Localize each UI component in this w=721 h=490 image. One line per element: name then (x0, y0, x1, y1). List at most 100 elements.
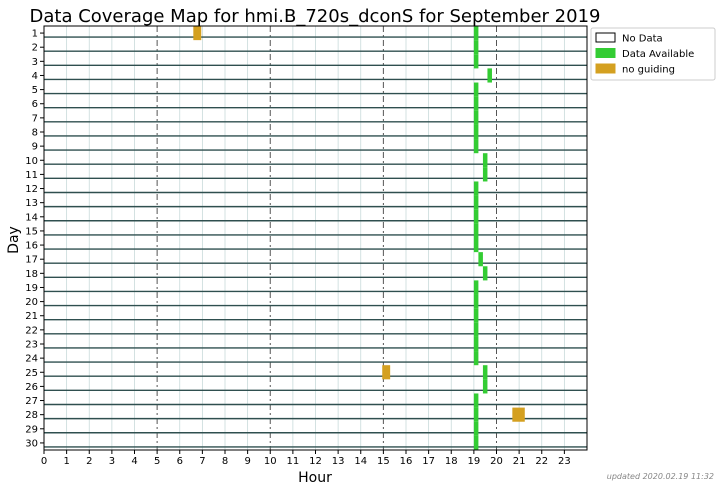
legend-label: no guiding (622, 65, 675, 76)
x-tick-label: 17 (422, 456, 435, 467)
x-tick-label: 12 (309, 456, 322, 467)
data-available-bar (482, 167, 488, 182)
y-tick-label: 8 (32, 128, 38, 139)
y-tick-label: 16 (25, 241, 38, 252)
x-tick-label: 16 (400, 456, 413, 467)
x-tick-label: 21 (513, 456, 526, 467)
y-tick-label: 13 (25, 198, 38, 209)
y-tick-label: 23 (25, 340, 38, 351)
y-tick-label: 20 (25, 297, 38, 308)
data-available-bar (473, 393, 479, 408)
x-tick-label: 4 (131, 456, 137, 467)
legend-box (590, 27, 716, 81)
y-tick-label: 5 (32, 85, 38, 96)
y-tick-label: 9 (32, 142, 38, 153)
y-tick-label: 10 (25, 156, 38, 167)
data-available-bar (473, 82, 479, 97)
y-tick-label: 17 (25, 255, 38, 266)
no-guiding-bar (193, 26, 202, 41)
y-tick-label: 24 (25, 354, 38, 365)
data-available-bar (473, 195, 479, 210)
x-tick-label: 19 (468, 456, 481, 467)
chart-title: Data Coverage Map for hmi.B_720s_dconS f… (30, 6, 601, 27)
data-available-bar (473, 26, 479, 41)
y-tick-label: 2 (32, 43, 38, 54)
x-axis-label: Hour (298, 470, 332, 486)
x-tick-label: 10 (264, 456, 277, 467)
x-tick-label: 2 (86, 456, 92, 467)
data-available-bar (473, 435, 479, 450)
data-available-bar (487, 68, 492, 83)
x-tick-label: 14 (354, 456, 367, 467)
y-tick-label: 11 (25, 170, 38, 181)
x-tick-label: 20 (490, 456, 503, 467)
data-available-bar (473, 308, 479, 323)
x-tick-label: 0 (41, 456, 47, 467)
data-available-bar (473, 96, 479, 111)
updated-timestamp: updated 2020.02.19 11:32 (607, 472, 714, 481)
y-tick-label: 12 (25, 184, 38, 195)
data-available-bar (473, 139, 479, 154)
x-tick-label: 11 (287, 456, 300, 467)
no-guiding-bar (382, 365, 391, 380)
y-tick-label: 27 (25, 396, 38, 407)
data-available-bar (473, 40, 479, 55)
data-available-bar (473, 223, 479, 238)
x-tick-label: 1 (63, 456, 69, 467)
y-tick-label: 4 (32, 71, 38, 82)
y-tick-label: 22 (25, 325, 38, 336)
y-tick-label: 1 (32, 29, 38, 40)
data-available-bar (473, 351, 479, 366)
y-tick-label: 18 (25, 269, 38, 280)
x-tick-label: 6 (177, 456, 183, 467)
data-available-bar (473, 181, 479, 196)
data-available-bar (478, 252, 483, 267)
y-tick-label: 21 (25, 311, 38, 322)
data-available-bar (473, 322, 479, 337)
y-tick-label: 25 (25, 368, 38, 379)
legend-swatch (595, 48, 616, 58)
legend-label: No Data (622, 34, 663, 45)
x-tick-label: 15 (377, 456, 390, 467)
x-tick-label: 18 (445, 456, 458, 467)
x-tick-label: 5 (154, 456, 160, 467)
y-tick-label: 15 (25, 226, 38, 237)
data-available-bar (473, 421, 479, 436)
data-available-bar (473, 336, 479, 352)
y-tick-label: 26 (25, 382, 38, 393)
data-available-bar (473, 54, 479, 69)
data-available-bar (473, 238, 479, 253)
no-guiding-bar (512, 407, 525, 422)
data-available-bar (482, 379, 488, 394)
x-tick-label: 9 (244, 456, 250, 467)
y-tick-label: 6 (32, 99, 38, 110)
y-tick-label: 14 (25, 212, 38, 223)
y-tick-label: 28 (25, 410, 38, 421)
y-tick-label: 29 (25, 424, 38, 435)
y-tick-label: 30 (25, 438, 38, 449)
x-tick-label: 3 (109, 456, 115, 467)
legend: No Data Data Available no guiding (590, 27, 716, 81)
data-available-bar (482, 153, 488, 168)
y-tick-label: 3 (32, 57, 38, 68)
legend-swatch (595, 32, 616, 43)
y-tick-label: 19 (25, 283, 38, 294)
data-available-bar (473, 407, 479, 422)
data-available-bar (482, 365, 488, 380)
x-tick-label: 8 (222, 456, 228, 467)
y-tick-label: 7 (32, 113, 38, 124)
data-available-bar (482, 266, 488, 281)
data-available-bar (473, 124, 479, 140)
data-available-bar (473, 280, 479, 295)
x-tick-label: 22 (535, 456, 548, 467)
data-available-bar (473, 294, 479, 309)
y-axis-label: Day (6, 226, 22, 254)
legend-swatch (595, 63, 616, 74)
data-available-bar (473, 110, 479, 125)
x-tick-label: 23 (558, 456, 571, 467)
x-tick-label: 7 (199, 456, 205, 467)
x-tick-label: 13 (332, 456, 345, 467)
data-available-bar (473, 209, 479, 224)
legend-label: Data Available (622, 49, 694, 60)
